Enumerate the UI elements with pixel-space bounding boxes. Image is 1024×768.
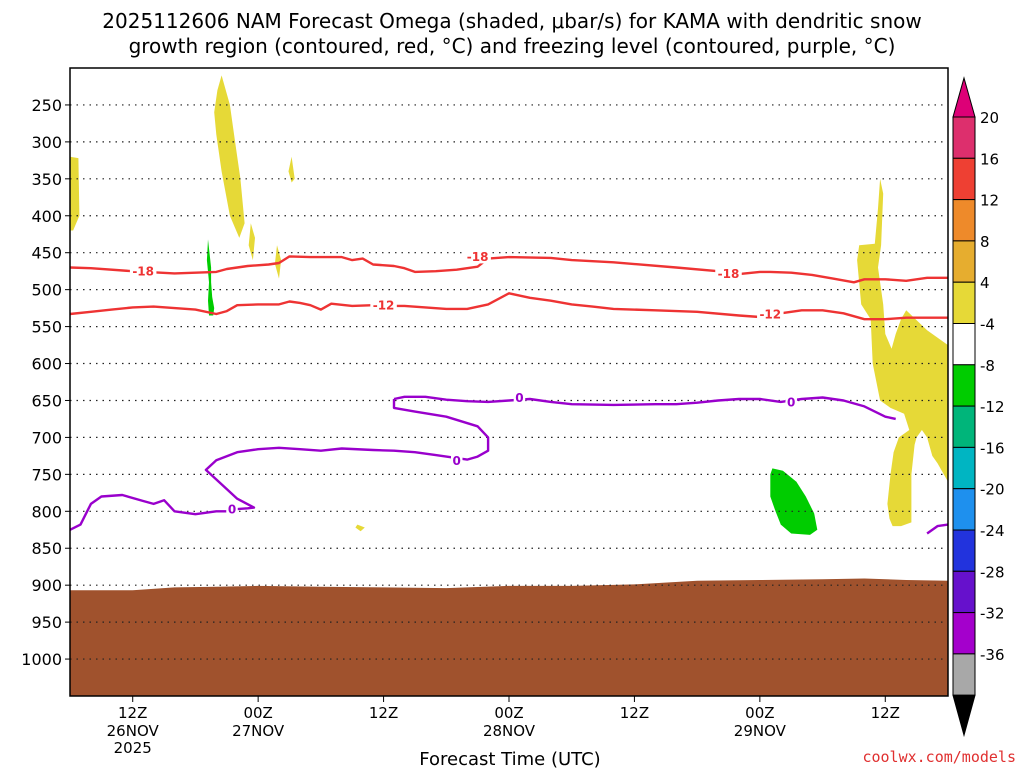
colorbar-swatch-2 <box>952 199 976 242</box>
dgz-minus12-line <box>69 292 948 321</box>
dgz-minus18-label-2: -18 <box>718 267 740 281</box>
dgz-minus18-label-0: -18 <box>132 265 154 279</box>
omega-yellow-6 <box>355 524 365 532</box>
dgz-minus12-label-1: -12 <box>759 308 781 322</box>
colorbar-label-11: -28 <box>980 563 1005 581</box>
freezing-level-lower-label-bg-0 <box>450 453 463 468</box>
freezing-level-upper-label-1: 0 <box>787 395 795 409</box>
omega-yellow-2 <box>70 156 80 231</box>
colorbar-label-12: -32 <box>980 605 1005 623</box>
y-tick-label-600: 600 <box>31 355 62 374</box>
chart-title-line-2: growth region (contoured, red, °C) and f… <box>129 34 896 58</box>
colorbar-swatch-10 <box>952 529 976 572</box>
colorbar-swatch-6 <box>952 364 976 407</box>
colorbar-swatch-7 <box>952 405 976 448</box>
colorbar-swatch-9 <box>952 488 976 531</box>
colorbar-label-4: 4 <box>980 274 990 292</box>
x-tick-label-78: 12Z <box>871 704 900 722</box>
colorbar-label-10: -24 <box>980 522 1005 540</box>
freezing-level-upper-label-bg-0 <box>513 390 526 405</box>
x-tick-sublabel-18-0: 27NOV <box>232 722 285 740</box>
credit-text: coolwx.com/models <box>862 748 1016 766</box>
freezing-level-right-line <box>926 523 949 535</box>
y-tick-label-800: 800 <box>31 502 62 521</box>
x-axis-label: Forecast Time (UTC) <box>419 749 600 768</box>
omega-yellow-3 <box>288 156 295 183</box>
colorbar-label-5: -4 <box>980 316 995 334</box>
freezing-level-upper-label-bg-1 <box>785 394 797 409</box>
dgz-minus18-label-1: -18 <box>467 250 489 264</box>
colorbar-label-8: -16 <box>980 439 1005 457</box>
dgz-minus18-line <box>69 255 948 284</box>
y-tick-label-950: 950 <box>31 613 62 632</box>
x-tick-label-66: 00Z <box>745 704 774 722</box>
colorbar-swatch-12 <box>952 612 976 655</box>
colorbar-label-0: 20 <box>980 109 999 127</box>
dgz-minus18-label-bg-2 <box>715 266 742 281</box>
x-tick-label-42: 00Z <box>494 704 523 722</box>
y-tick-label-1000: 1000 <box>21 650 62 669</box>
omega-green-1 <box>206 239 215 316</box>
dgz-minus12-label-bg-1 <box>757 307 784 322</box>
omega-green-2 <box>770 468 818 535</box>
y-tick-label-700: 700 <box>31 428 62 447</box>
colorbar-swatch-1 <box>952 157 976 201</box>
dgz-minus18-label-bg-1 <box>464 249 491 264</box>
x-tick-label-18: 00Z <box>243 704 272 722</box>
y-tick-label-350: 350 <box>31 170 62 189</box>
colorbar-label-1: 16 <box>980 150 999 168</box>
omega-yellow-1 <box>214 75 245 238</box>
colorbar-swatch-5 <box>952 323 976 366</box>
omega-yellow-right <box>857 178 948 527</box>
y-tick-label-450: 450 <box>31 244 62 263</box>
y-tick-label-500: 500 <box>31 281 62 300</box>
colorbar-label-6: -8 <box>980 357 995 375</box>
dgz-minus18-label-bg-0 <box>129 264 157 279</box>
y-tick-label-550: 550 <box>31 318 62 337</box>
colorbar-swatch-11 <box>952 570 976 614</box>
omega-yellow-4 <box>248 223 255 261</box>
x-tick-sublabel-66-0: 29NOV <box>734 722 787 740</box>
y-tick-label-300: 300 <box>31 133 62 152</box>
colorbar-swatch-8 <box>952 446 976 490</box>
chart-title-line-1: 2025112606 NAM Forecast Omega (shaded, μ… <box>102 9 921 33</box>
dgz-minus12-label-bg-0 <box>370 298 397 313</box>
colorbar-label-13: -36 <box>980 646 1005 664</box>
x-tick-label-30: 12Z <box>369 704 398 722</box>
x-tick-sublabel-6-1: 2025 <box>114 739 152 757</box>
x-tick-sublabel-6-0: 26NOV <box>107 722 160 740</box>
x-tick-sublabel-42-0: 28NOV <box>483 722 536 740</box>
colorbar-label-7: -12 <box>980 398 1005 416</box>
colorbar-swatch-13 <box>952 653 976 696</box>
freezing-level-upper-line <box>393 395 896 421</box>
colorbar: 20 16 12 8 4 -4 -8 -12 -16 -20 -24 -28 -32 -36 <box>952 76 1005 738</box>
colorbar-swatch-0 <box>952 116 976 159</box>
x-tick-label-54: 12Z <box>620 704 649 722</box>
x-tick-label-6: 12Z <box>118 704 147 722</box>
ground-below-surface <box>70 578 948 696</box>
y-tick-label-850: 850 <box>31 539 62 558</box>
freezing-level-lower-label-bg-1 <box>226 502 238 517</box>
y-tick-label-900: 900 <box>31 576 62 595</box>
colorbar-label-2: 12 <box>980 192 999 210</box>
freezing-level-lower-label-0: 0 <box>453 454 461 468</box>
colorbar-top-arrow <box>952 76 976 118</box>
dgz-minus12-label-0: -12 <box>373 299 395 313</box>
y-tick-label-650: 650 <box>31 391 62 410</box>
colorbar-label-3: 8 <box>980 233 990 251</box>
freezing-level-lower-label-1: 0 <box>228 503 236 517</box>
y-tick-label-750: 750 <box>31 465 62 484</box>
freezing-level-upper-label-0: 0 <box>515 391 523 405</box>
colorbar-bottom-arrow <box>952 694 976 738</box>
colorbar-label-9: -20 <box>980 481 1005 499</box>
y-tick-label-250: 250 <box>31 96 62 115</box>
y-tick-label-400: 400 <box>31 207 62 226</box>
freezing-level-lower-line <box>69 399 490 531</box>
colorbar-swatch-4 <box>952 281 976 325</box>
colorbar-swatch-3 <box>952 240 976 283</box>
